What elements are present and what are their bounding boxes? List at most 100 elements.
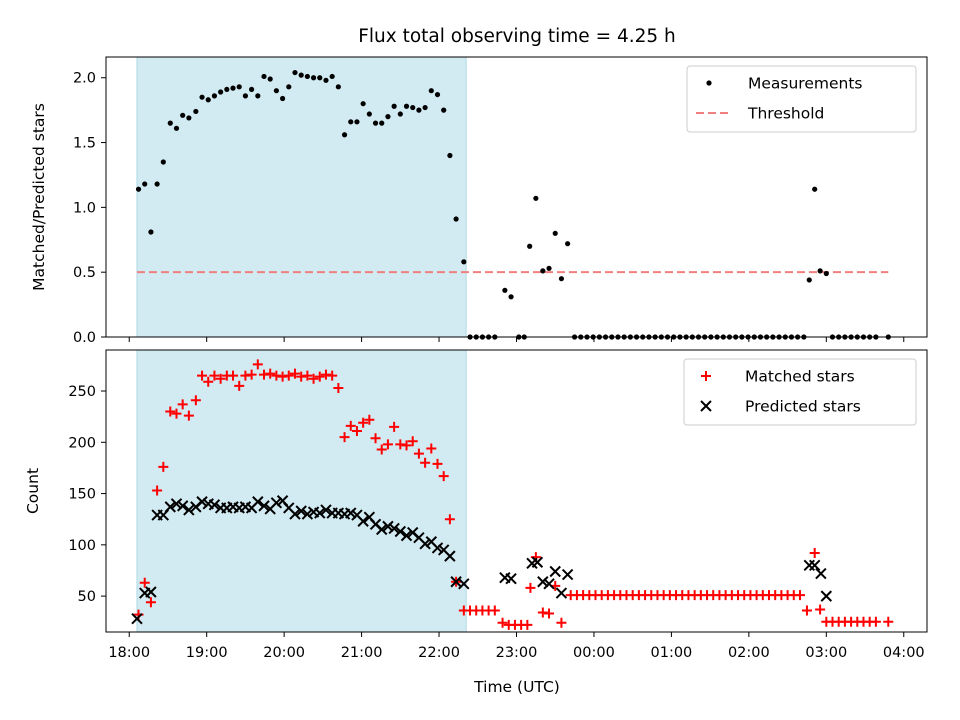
- matched-star-point: [339, 432, 350, 443]
- predicted-star-point: [252, 496, 264, 508]
- matched-star-point: [308, 373, 319, 384]
- matched-star-point: [401, 440, 412, 451]
- measurement-point: [224, 86, 230, 93]
- matched-star-point: [525, 582, 536, 593]
- x-tick-label: 01:00: [651, 645, 693, 661]
- predicted-star-point: [382, 520, 394, 533]
- predicted-star-point: [131, 612, 143, 625]
- measurement-point: [135, 186, 142, 192]
- ratio-y-tick-label: 1.5: [73, 136, 96, 152]
- matched-star-point: [327, 370, 338, 381]
- matched-star-point: [883, 616, 894, 627]
- x-tick-label: 22:00: [418, 645, 460, 661]
- matched-star-point: [296, 371, 307, 382]
- x-tick-label: 21:00: [341, 645, 383, 661]
- measurement-point: [806, 277, 812, 283]
- matched-star-point: [228, 370, 239, 381]
- predicted-star-point: [388, 522, 400, 535]
- measurement-point: [812, 186, 818, 192]
- measurement-point: [186, 115, 192, 121]
- matched-star-point: [364, 414, 375, 425]
- measurement-point: [199, 94, 205, 100]
- ratio-y-tick-label: 2.0: [73, 71, 96, 87]
- predicted-star-point: [444, 550, 456, 562]
- ratio-panel: 0.0 0.5 1.0 1.5 2.0 Matched/Predicted stars Me…: [30, 56, 928, 346]
- matched-star-point: [152, 485, 163, 496]
- ratio-y-tick-label: 1.0: [73, 200, 96, 216]
- predicted-star-point: [208, 499, 221, 511]
- measurement-point: [323, 77, 329, 83]
- measurement-point: [403, 103, 410, 109]
- measurement-point: [205, 97, 211, 103]
- measurement-point: [391, 103, 397, 109]
- chart-title: Flux total observing time = 4.25 h: [358, 26, 676, 47]
- observing-window-shade: [136, 56, 467, 338]
- matched-star-point: [283, 370, 294, 381]
- matched-star-point: [420, 457, 431, 468]
- measurement-point: [372, 120, 379, 126]
- matched-star-point: [158, 461, 169, 472]
- measurement-point: [218, 89, 224, 95]
- legend-label: Threshold: [747, 105, 824, 123]
- measurement-point: [461, 259, 467, 265]
- matched-star-point: [794, 590, 805, 601]
- matched-star-point: [544, 608, 555, 619]
- matched-star-point: [413, 448, 424, 459]
- predicted-star-point: [820, 590, 833, 602]
- predicted-star-point: [376, 523, 388, 536]
- measurement-point: [148, 229, 154, 235]
- measurement-point: [348, 119, 354, 125]
- measurement-point: [397, 111, 403, 117]
- matched-star-point: [183, 410, 194, 421]
- measurement-point: [304, 73, 310, 80]
- predicted-star-point: [314, 507, 326, 519]
- predicted-star-point: [145, 586, 157, 598]
- count-y-tick-label: 100: [68, 538, 96, 554]
- measurement-point: [558, 276, 565, 282]
- measurement-point: [341, 132, 348, 138]
- measurement-point: [230, 85, 236, 91]
- x-tick-label: 18:00: [108, 645, 150, 661]
- matched-star-point: [190, 395, 201, 406]
- measurement-point: [310, 75, 317, 81]
- matched-star-point: [234, 380, 245, 391]
- measurement-point: [428, 88, 434, 94]
- matched-star-point: [302, 370, 313, 381]
- measurement-point: [546, 265, 552, 271]
- ratio-y-tick-label: 0.0: [73, 330, 96, 346]
- count-plot-frame: [105, 349, 928, 633]
- predicted-star-point: [555, 587, 568, 599]
- matched-star-point: [358, 417, 369, 428]
- measurement-point: [447, 152, 453, 159]
- predicted-star-point: [295, 505, 307, 517]
- predicted-star-point: [505, 572, 517, 585]
- measurement-point: [379, 120, 385, 126]
- matched-star-point: [438, 471, 449, 482]
- count-panel: 18:00 19:00 20:00 21:00 22:00 23:00 00:00 01:00…: [24, 349, 928, 661]
- predicted-star-point: [419, 538, 431, 550]
- measurement-point: [286, 84, 292, 90]
- count-y-tick-label: 150: [68, 487, 96, 503]
- x-tick-label: 00:00: [573, 645, 615, 661]
- matched-star-point: [246, 369, 257, 380]
- measurement-point: [154, 181, 160, 187]
- matched-star-point: [801, 605, 812, 616]
- matched-star-point: [271, 370, 282, 381]
- matched-star-point: [489, 605, 500, 616]
- measurement-point: [261, 73, 267, 80]
- matched-star-point: [345, 420, 356, 431]
- matched-star-point: [556, 617, 567, 628]
- measurement-point: [160, 159, 166, 165]
- measurement-point: [249, 86, 255, 93]
- measurement-point: [823, 270, 829, 277]
- matched-star-point: [277, 371, 288, 382]
- measurement-point: [502, 287, 508, 293]
- matched-star-point: [203, 376, 214, 387]
- ratio-y-axis-label: Matched/Predicted stars: [30, 103, 48, 291]
- matched-star-point: [395, 439, 406, 450]
- measurement-point: [211, 93, 218, 99]
- predicted-star-point: [320, 504, 332, 516]
- measurement-point: [292, 69, 298, 76]
- predicted-star-point: [289, 508, 301, 520]
